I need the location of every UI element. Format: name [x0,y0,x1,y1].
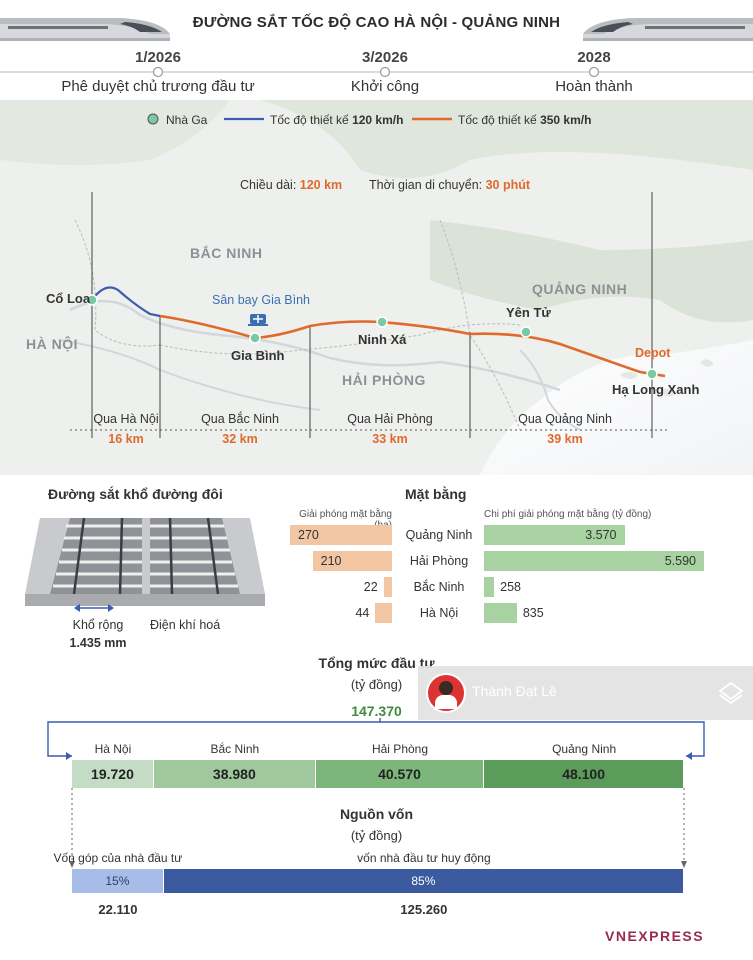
gauge-arrow-icon [74,604,114,612]
investment-province-label: Quảng Ninh [552,742,617,756]
land-cost-bar [484,577,495,597]
funding-bar: 85% [163,869,683,893]
land-title: Mặt bằng [405,486,467,502]
station-yen-tu: Yên Tử [506,305,551,320]
station-co-loa-icon [86,294,98,306]
land-area-value: 22 [363,580,378,594]
profile-name: Thành Đạt Lê [472,683,557,699]
legend-speed-120: Tốc độ thiết kế 120 km/h [270,113,404,127]
investment-bracket [47,718,705,760]
brand-logo: VNEXPRESS [605,928,705,944]
timeline-label-2: Khởi công [350,78,420,95]
land-area-bar [290,525,392,545]
land-province-label: Quảng Ninh [405,528,473,542]
investment-bar: 19.720 [72,760,153,788]
funding-value: 22.110 [98,902,138,917]
land-cost-value: 5.590 [664,554,696,568]
segment-length-quang-ninh: 39 km [547,432,583,446]
station-ha-long-xanh: Hạ Long Xanh [612,382,700,397]
timeline-date-3: 2028 [577,49,611,66]
investment-total: 147.370 [351,703,402,719]
funding-guides [69,788,687,868]
legend-station-label: Nhà Ga [166,113,208,127]
land-area-value: 270 [298,528,319,542]
segment-length-bac-ninh: 32 km [222,432,258,446]
layers-icon[interactable] [718,681,744,705]
route-travel-time: Thời gian di chuyển: 30 phút [369,178,531,192]
station-ninh-xa-icon [376,316,388,328]
land-cost-value: 835 [522,606,544,620]
land-cost-value: 3.570 [585,528,617,542]
investment-bar: 48.100 [484,760,683,788]
funding-bar: 15% [72,869,163,893]
funding-title: Nguồn vốn [339,806,414,822]
investment-province-label: Hải Phòng [371,742,429,756]
route-map [0,100,753,475]
land-cost-header: Chi phí giải phóng mặt bằng (tỷ đồng) [484,509,652,520]
timeline-date-1: 1/2026 [135,49,181,66]
region-bac-ninh: BẮC NINH [190,245,263,261]
station-ninh-xa: Ninh Xá [358,332,407,347]
land-area-bar [383,577,392,597]
timeline-line [0,66,753,78]
depot-label: Depot [635,346,671,360]
airport-icon [248,314,268,326]
gauge-value: 1.435 mm [69,636,127,650]
funding-source-label: vốn nhà đầu tư huy động [357,851,491,865]
track-illustration [25,517,265,606]
track-title: Đường sắt khổ đường đôi [48,486,223,502]
land-cost-bar [484,551,704,571]
station-gia-binh: Gia Bình [231,348,285,363]
orange-line-legend-icon [412,117,452,121]
station-ha-long-xanh-icon [646,368,658,380]
land-area-value: 210 [320,554,342,568]
investment-title: Tổng mức đầu tư [318,655,435,671]
investment-province-label: Hà Nội [94,742,132,756]
station-gia-binh-icon [249,332,261,344]
land-area-value: 44 [355,606,370,620]
region-hai-phong: HẢI PHÒNG [342,372,426,388]
land-cost-value: 258 [500,580,521,594]
gauge-label: Khổ rộng [72,618,124,632]
land-area-bar [312,551,392,571]
segment-name-ha-noi: Qua Hà Nội [93,412,159,426]
route-length: Chiều dài: 120 km [240,178,343,192]
train-left-icon [0,18,170,41]
land-cost-bar [484,603,517,623]
segment-name-bac-ninh: Qua Bắc Ninh [201,412,279,426]
funding-source-label: Vốn góp của nhà đầu tư [53,851,183,865]
land-cost-bar [484,525,625,545]
investment-unit: (tỷ đồng) [350,677,403,692]
investment-bar: 40.570 [315,760,484,788]
timeline-label-3: Hoàn thành [555,78,633,95]
land-province-label: Hà Nội [419,606,459,620]
electrified-label: Điện khí hoá [150,618,221,632]
segment-length-hai-phong: 33 km [372,432,408,446]
station-legend-icon [147,113,159,125]
blue-line-legend-icon [224,117,264,121]
segment-name-hai-phong: Qua Hải Phòng [347,412,433,426]
land-province-label: Bắc Ninh [413,580,465,594]
timeline-date-2: 3/2026 [362,49,408,66]
avatar[interactable] [426,673,466,713]
page-title: ĐƯỜNG SẮT TỐC ĐỘ CAO HÀ NỘI - QUẢNG NINH [192,14,561,31]
investment-bar: 38.980 [153,760,315,788]
land-area-bar [375,603,392,623]
segment-name-quang-ninh: Qua Quảng Ninh [518,412,612,426]
train-right-icon [583,18,753,41]
region-ha-noi: HÀ NỘI [26,336,78,352]
profile-banner[interactable]: Thành Đạt Lê [418,666,753,720]
station-co-loa: Cổ Loa [46,291,91,306]
investment-province-label: Bắc Ninh [210,742,260,756]
legend-speed-350: Tốc độ thiết kế 350 km/h [458,113,592,127]
segment-length-ha-noi: 16 km [108,432,144,446]
funding-value: 125.260 [400,902,448,917]
timeline-label-1: Phê duyệt chủ trương đầu tư [61,78,255,95]
funding-unit: (tỷ đồng) [350,828,403,843]
region-quang-ninh: QUẢNG NINH [532,281,628,297]
airport-label: Sân bay Gia Bình [212,293,310,307]
land-province-label: Hải Phòng [409,554,469,568]
station-yen-tu-icon [520,326,532,338]
